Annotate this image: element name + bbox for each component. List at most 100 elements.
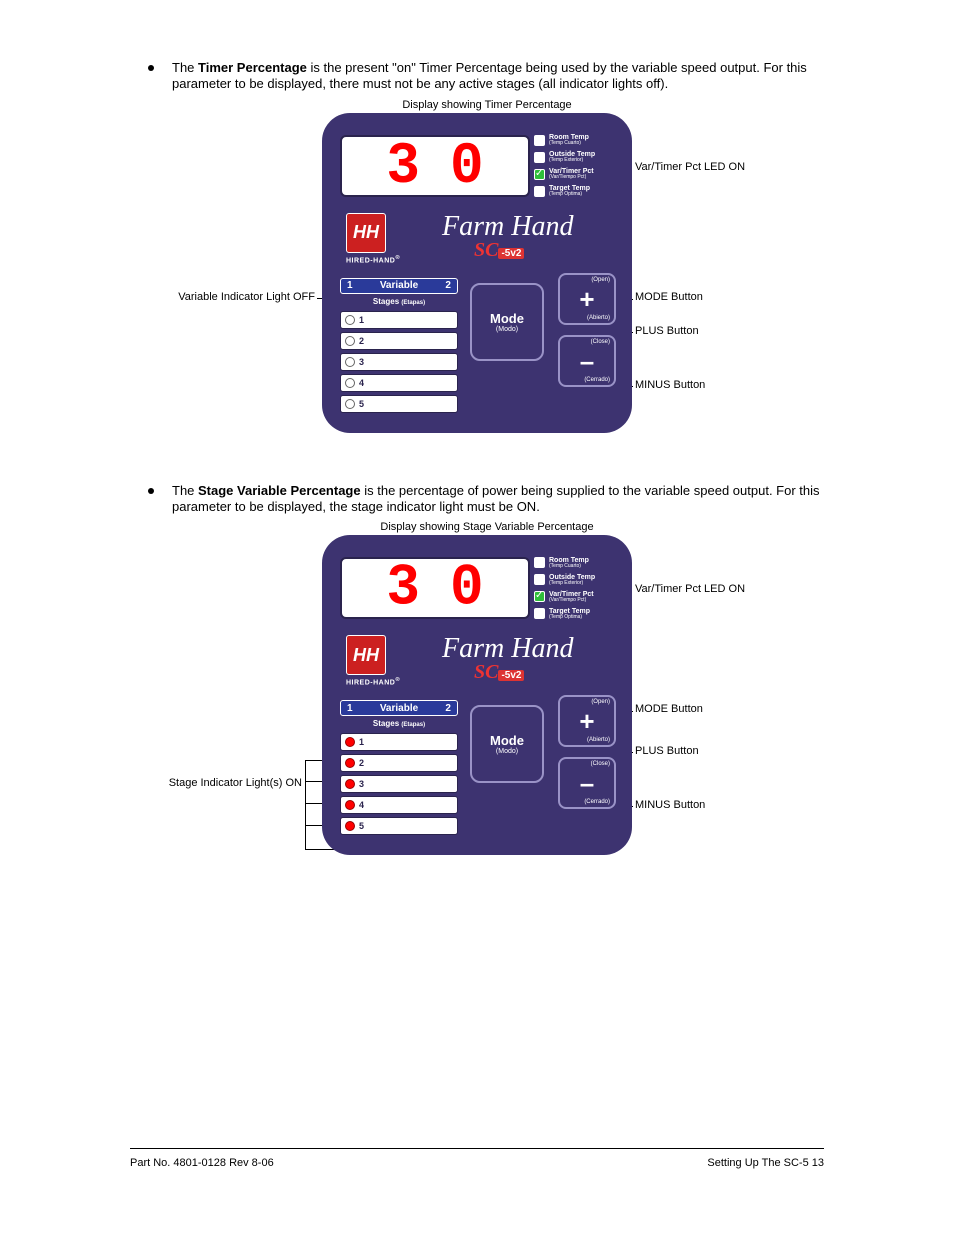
stage-num: 3: [359, 357, 364, 367]
digit: 3: [386, 136, 420, 195]
reg-mark: ®: [395, 677, 400, 683]
hh-logo-icon: HH: [346, 635, 386, 675]
callout-line: [305, 760, 306, 850]
stage-num: 4: [359, 800, 364, 810]
text: -5v2: [498, 670, 524, 681]
digit: 0: [450, 136, 484, 195]
variable-1: 1: [347, 280, 353, 291]
stage-row-2[interactable]: 2: [340, 332, 458, 350]
stage-led-icon: [345, 399, 355, 409]
callout-var-led: Var/Timer Pct LED ON: [635, 161, 745, 174]
callout-display: Display showing Stage Variable Percentag…: [337, 521, 637, 534]
stage-led-icon: [345, 336, 355, 346]
minus-icon: –: [580, 348, 594, 374]
indicator-sub: (Temp Cuarto): [549, 564, 589, 569]
device-panel: 3 0 Room Temp(Temp Cuarto) Outside Temp(…: [322, 535, 632, 855]
bullet-a-text: The Timer Percentage is the present "on"…: [172, 60, 824, 93]
text: The: [172, 483, 198, 498]
minus-button[interactable]: (Close) – (Cerrado): [558, 757, 616, 809]
mode-sub: (Modo): [496, 326, 518, 333]
callout-label: MINUS Button: [635, 799, 705, 811]
text-bold: Stage Variable Percentage: [198, 483, 361, 498]
indicator-var-timer: Var/Timer Pct(Var/Tiempo Pct): [534, 589, 626, 604]
plus-abierto-label: (Abierto): [587, 737, 610, 743]
footer-right: Setting Up The SC-5 13: [707, 1157, 824, 1169]
callout-label: MODE Button: [635, 703, 703, 715]
indicator-outside-temp: Outside Temp(Temp Exterior): [534, 150, 626, 165]
stages-column: 1 2 3 4 5: [340, 311, 458, 413]
stage-num: 5: [359, 399, 364, 409]
stage-row-2[interactable]: 2: [340, 754, 458, 772]
indicator-target-temp: Target Temp(Temp Optima): [534, 606, 626, 621]
callout-label: Var/Timer Pct LED ON: [635, 161, 745, 173]
stage-row-5[interactable]: 5: [340, 817, 458, 835]
led-icon: [534, 574, 545, 585]
stage-led-icon: [345, 378, 355, 388]
stage-row-3[interactable]: 3: [340, 775, 458, 793]
indicator-list: Room Temp(Temp Cuarto) Outside Temp(Temp…: [534, 555, 626, 621]
callout-minus: MINUS Button: [635, 379, 705, 392]
plus-icon: +: [579, 708, 594, 734]
callout-stage-lights: Stage Indicator Light(s) ON: [102, 777, 302, 790]
stage-num: 5: [359, 821, 364, 831]
led-icon: [534, 608, 545, 619]
callout-label: Display showing Timer Percentage: [402, 99, 571, 111]
mode-label: Mode: [490, 733, 524, 748]
led-icon: [534, 169, 545, 180]
variable-bar[interactable]: 1 Variable 2: [340, 700, 458, 716]
device-panel: 3 0 Room Temp(Temp Cuarto) Outside Temp(…: [322, 113, 632, 433]
callout-minus: MINUS Button: [635, 799, 705, 812]
stage-row-3[interactable]: 3: [340, 353, 458, 371]
bullet-b-text: The Stage Variable Percentage is the per…: [172, 483, 824, 516]
sc-logo: SC-5v2: [474, 239, 524, 262]
stage-num: 3: [359, 779, 364, 789]
mode-label: Mode: [490, 311, 524, 326]
minus-close-label: (Close): [591, 761, 610, 767]
text: The: [172, 60, 198, 75]
stage-num: 1: [359, 737, 364, 747]
led-icon: [534, 591, 545, 602]
callout-display: Display showing Timer Percentage: [377, 99, 597, 112]
digit: 3: [386, 559, 420, 618]
footer-rule: [130, 1148, 824, 1149]
stage-row-4[interactable]: 4: [340, 374, 458, 392]
stage-led-icon: [345, 821, 355, 831]
stage-led-icon: [345, 357, 355, 367]
hired-hand-text: HIRED-HAND®: [346, 677, 400, 686]
minus-button[interactable]: (Close) – (Cerrado): [558, 335, 616, 387]
stages-column: 1 2 3 4 5: [340, 733, 458, 835]
bullet-a: The Timer Percentage is the present "on"…: [148, 60, 824, 93]
minus-icon: –: [580, 770, 594, 796]
stage-row-5[interactable]: 5: [340, 395, 458, 413]
led-icon: [534, 135, 545, 146]
indicator-room-temp: Room Temp(Temp Cuarto): [534, 133, 626, 148]
variable-bar[interactable]: 1 Variable 2: [340, 278, 458, 294]
callout-var-led: Var/Timer Pct LED ON: [635, 583, 745, 596]
mode-button[interactable]: Mode (Modo): [470, 705, 544, 783]
callout-label: PLUS Button: [635, 325, 699, 337]
lcd-display: 3 0: [340, 557, 530, 619]
mode-button[interactable]: Mode (Modo): [470, 283, 544, 361]
variable-2: 2: [445, 280, 451, 291]
stages-label: Stages (Etapas): [342, 297, 456, 306]
indicator-sub: (Temp Exterior): [549, 158, 595, 163]
callout-label: PLUS Button: [635, 745, 699, 757]
variable-2: 2: [445, 703, 451, 714]
stage-row-1[interactable]: 1: [340, 733, 458, 751]
indicator-sub: (Temp Cuarto): [549, 141, 589, 146]
bullet-dot: [148, 65, 154, 71]
indicator-sub: (Temp Optima): [549, 615, 590, 620]
stages-label: Stages (Etapas): [342, 719, 456, 728]
plus-button[interactable]: (Open) + (Abierto): [558, 695, 616, 747]
callout-label: Variable Indicator Light OFF: [178, 291, 315, 303]
stage-num: 2: [359, 758, 364, 768]
plus-abierto-label: (Abierto): [587, 315, 610, 321]
indicator-room-temp: Room Temp(Temp Cuarto): [534, 555, 626, 570]
stage-led-icon: [345, 758, 355, 768]
stage-led-icon: [345, 315, 355, 325]
plus-button[interactable]: (Open) + (Abierto): [558, 273, 616, 325]
stage-row-4[interactable]: 4: [340, 796, 458, 814]
stage-row-1[interactable]: 1: [340, 311, 458, 329]
led-icon: [534, 186, 545, 197]
indicator-sub: (Temp Optima): [549, 192, 590, 197]
